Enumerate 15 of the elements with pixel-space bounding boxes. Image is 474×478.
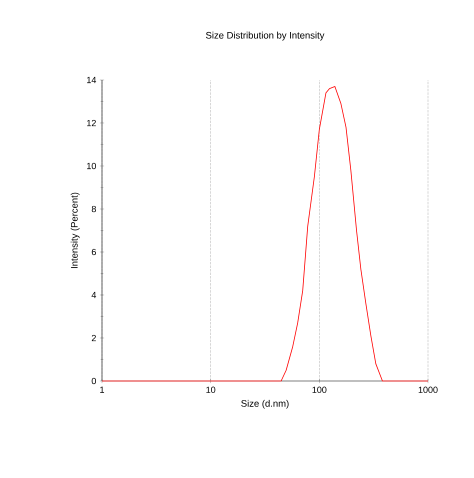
y-tick-label: 12 <box>87 120 96 126</box>
chart-title: Size Distribution by Intensity <box>206 32 324 41</box>
y-tick-label: 14 <box>87 76 96 84</box>
x-tick-label: 1 <box>100 386 104 393</box>
y-tick-label: 6 <box>92 248 96 256</box>
y-tick-label: 4 <box>92 292 96 298</box>
x-tick-label: 10 <box>206 386 216 393</box>
y-tick-label: 0 <box>92 378 96 384</box>
y-tick-label: 2 <box>92 334 96 342</box>
y-tick-label: 8 <box>92 206 96 212</box>
y-tick-label: 10 <box>87 162 96 170</box>
y-axis-title: Intensity (Percent) <box>70 192 80 268</box>
x-axis-title: Size (d.nm) <box>241 400 289 409</box>
x-tick-label: 1000 <box>418 386 438 393</box>
x-tick-label: 100 <box>312 386 326 393</box>
